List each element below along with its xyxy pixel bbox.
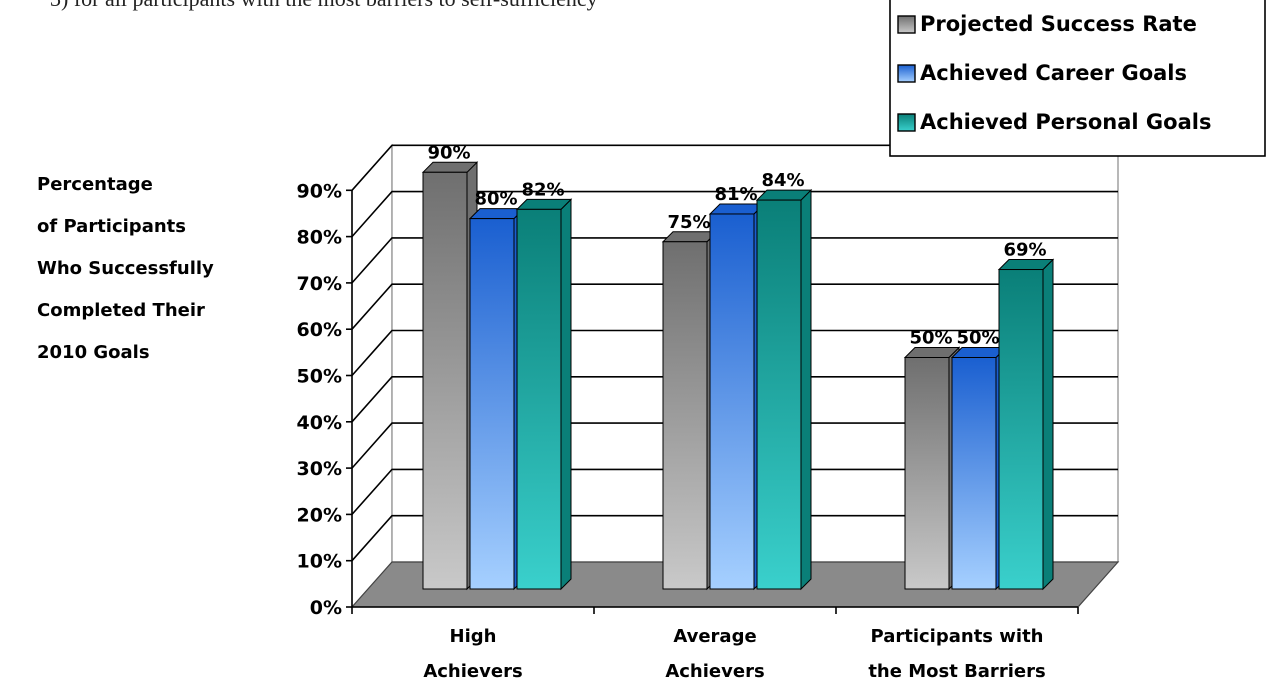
bar [997,258,1055,591]
data-label: 84% [761,170,804,191]
y-tick-label: 90% [297,180,342,202]
gridline [351,190,1118,238]
data-label: 82% [521,179,564,200]
bar [708,202,766,591]
bar [755,188,813,591]
gridline [351,422,1118,469]
legend-label: Achieved Personal Goals [920,110,1211,134]
data-label: 50% [909,328,952,349]
category-label: the Most Barriers [868,661,1045,682]
legend-swatch [897,15,916,34]
legend-swatch [897,113,916,132]
data-label: 80% [474,189,517,210]
clipped-top-text: 3) for all participants with the most ba… [50,0,598,12]
bar [903,346,961,591]
bar [468,207,526,591]
category-label: High [450,626,497,647]
y-tick-label: 30% [297,458,342,480]
y-tick-label: 40% [297,412,342,434]
bar [421,161,479,591]
y-axis-title-line: 2010 Goals [37,342,150,363]
gridline [351,283,1118,330]
y-tick-label: 10% [297,551,342,573]
y-tick-label: 20% [297,504,342,526]
category-label: Average [673,626,756,647]
y-tick-label: 80% [297,227,342,249]
data-label: 50% [956,328,999,349]
y-tick-label: 50% [297,366,342,388]
legend-box [889,0,1266,157]
category-label: Achievers [665,661,764,682]
y-axis-title-line: of Participants [37,216,186,237]
bar [950,346,1008,591]
category-label: Achievers [423,661,522,682]
legend-swatch [897,64,916,83]
legend-label: Achieved Career Goals [920,61,1187,85]
bar [515,198,573,591]
y-tick-label: 70% [297,273,342,295]
gridline [351,144,1118,191]
data-label: 90% [427,142,470,163]
gridline [351,237,1118,284]
y-axis-title-line: Percentage [37,174,153,195]
gridline [351,375,1118,423]
gridline [351,468,1118,515]
gridline [351,329,1118,377]
bar [661,230,719,591]
legend-label: Projected Success Rate [920,12,1197,36]
data-label: 69% [1003,240,1046,261]
y-axis-title-line: Who Successfully [37,258,214,279]
data-label: 81% [714,184,757,205]
y-tick-label: 0% [310,597,342,619]
gridline [351,514,1118,562]
y-axis-title-line: Completed Their [37,300,205,321]
y-tick-label: 60% [297,319,342,341]
data-label: 75% [667,212,710,233]
category-label: Participants with [871,626,1044,647]
